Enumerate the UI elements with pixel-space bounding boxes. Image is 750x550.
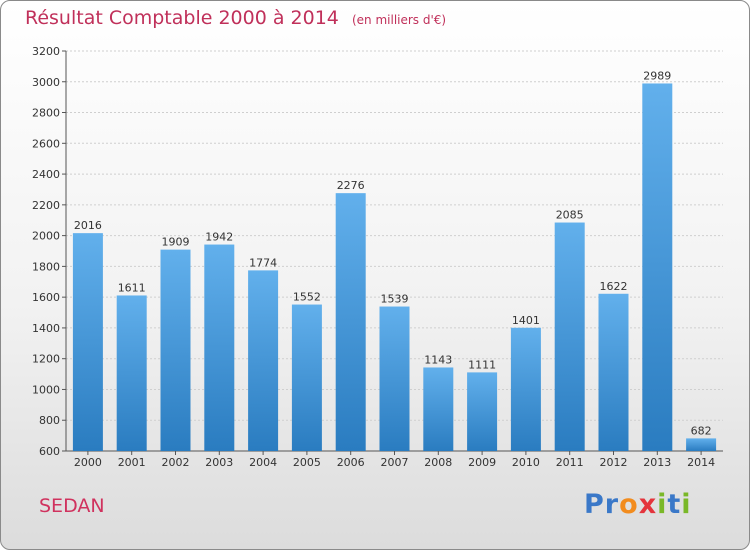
data-label: 682: [691, 424, 712, 437]
x-tick-label: 2003: [205, 456, 233, 469]
y-tick-label: 1000: [32, 383, 60, 396]
x-tick-label: 2009: [468, 456, 496, 469]
bar: [467, 372, 498, 451]
data-label: 2276: [337, 179, 365, 192]
data-label: 2016: [74, 219, 102, 232]
y-tick-label: 2600: [32, 137, 60, 150]
x-tick-label: 2012: [600, 456, 628, 469]
y-tick-label: 2000: [32, 230, 60, 243]
data-label: 2989: [643, 69, 671, 82]
bar: [423, 367, 454, 451]
data-label: 1611: [118, 281, 146, 294]
bar: [379, 306, 410, 451]
x-tick-label: 2014: [687, 456, 715, 469]
x-tick-label: 2005: [293, 456, 321, 469]
data-label: 1539: [381, 293, 409, 306]
unit-note: (en milliers d'€): [351, 13, 447, 27]
x-tick-label: 2010: [512, 456, 540, 469]
y-tick-label: 1800: [32, 260, 60, 273]
data-label: 1909: [162, 236, 190, 249]
y-tick-label: 2800: [32, 107, 60, 120]
x-tick-label: 2002: [162, 456, 190, 469]
x-tick-label: 2011: [556, 456, 584, 469]
data-label: 2085: [556, 209, 584, 222]
data-label: 1622: [600, 280, 628, 293]
bar: [116, 295, 147, 451]
bar: [72, 233, 103, 451]
y-tick-label: 3000: [32, 76, 60, 89]
bar: [248, 270, 279, 451]
y-tick-label: 2400: [32, 168, 60, 181]
bar: [204, 244, 235, 451]
x-tick-label: 2001: [118, 456, 146, 469]
x-tick-label: 2004: [249, 456, 277, 469]
bar: [510, 327, 541, 451]
logo-letter: r: [604, 489, 620, 520]
x-tick-label: 2000: [74, 456, 102, 469]
logo-letter: P: [584, 489, 605, 520]
bar: [335, 193, 366, 451]
logo-letter: o: [619, 489, 639, 520]
data-label: 1552: [293, 291, 321, 304]
x-tick-label: 2013: [643, 456, 671, 469]
title-row: Résultat Comptable 2000 à 2014 (en milli…: [25, 7, 446, 29]
chart-title: Résultat Comptable 2000 à 2014: [25, 7, 339, 29]
y-tick-label: 1600: [32, 291, 60, 304]
proxiti-logo: Proxiti: [584, 489, 692, 520]
x-tick-label: 2006: [337, 456, 365, 469]
bar: [642, 83, 673, 451]
data-label: 1774: [249, 256, 277, 269]
bar: [160, 249, 191, 451]
logo-letter: i: [657, 489, 668, 520]
bar: [291, 304, 322, 451]
y-tick-label: 1200: [32, 353, 60, 366]
data-label: 1401: [512, 314, 540, 327]
data-label: 1942: [205, 231, 233, 244]
y-tick-label: 2200: [32, 199, 60, 212]
location-label: SEDAN: [39, 495, 105, 517]
y-tick-label: 600: [39, 445, 60, 458]
logo-letter: x: [638, 489, 658, 520]
y-tick-label: 3200: [32, 45, 60, 58]
y-tick-label: 800: [39, 414, 60, 427]
logo-letter: i: [681, 489, 692, 520]
data-label: 1111: [468, 358, 496, 371]
y-tick-label: 1400: [32, 322, 60, 335]
bar: [598, 293, 629, 451]
data-label: 1143: [424, 353, 452, 366]
x-tick-label: 2008: [424, 456, 452, 469]
x-tick-label: 2007: [381, 456, 409, 469]
bar: [554, 222, 585, 451]
bar: [686, 438, 717, 451]
logo-letter: t: [667, 489, 682, 520]
